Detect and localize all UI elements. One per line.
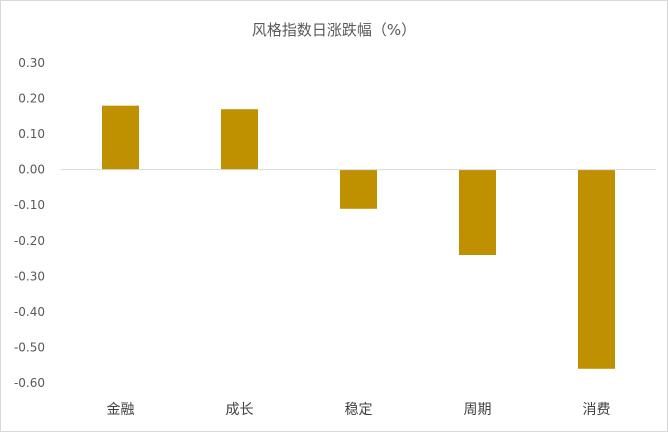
category-label: 周期 [464, 402, 492, 418]
bar-1 [221, 109, 258, 170]
y-axis: 0.30 0.20 0.10 0.00 -0.10 -0.20 -0.30 -0.40 -0.5… [14, 56, 45, 390]
bar-0 [102, 105, 139, 170]
y-tick-label: -0.20 [14, 234, 45, 248]
y-tick-label: -0.10 [14, 198, 45, 212]
category-label: 稳定 [345, 402, 373, 418]
y-tick-label: -0.60 [14, 376, 45, 390]
y-tick-label: 0.00 [18, 163, 45, 177]
y-tick-label: -0.40 [14, 305, 45, 319]
chart-title: 风格指数日涨跌幅（%） [252, 21, 416, 39]
y-tick-label: -0.50 [14, 340, 45, 354]
y-tick-label: 0.20 [18, 92, 45, 106]
y-tick-label: 0.30 [18, 56, 45, 70]
bar-3 [459, 169, 496, 255]
bars [61, 105, 656, 369]
x-axis: 金融 成长 稳定 周期 消费 [107, 402, 611, 418]
category-label: 成长 [226, 402, 254, 418]
y-tick-label: -0.30 [14, 269, 45, 283]
category-label: 消费 [583, 402, 611, 418]
category-label: 金融 [107, 402, 135, 418]
bar-2 [340, 169, 377, 209]
y-tick-label: 0.10 [18, 127, 45, 141]
bar-4 [578, 169, 615, 369]
